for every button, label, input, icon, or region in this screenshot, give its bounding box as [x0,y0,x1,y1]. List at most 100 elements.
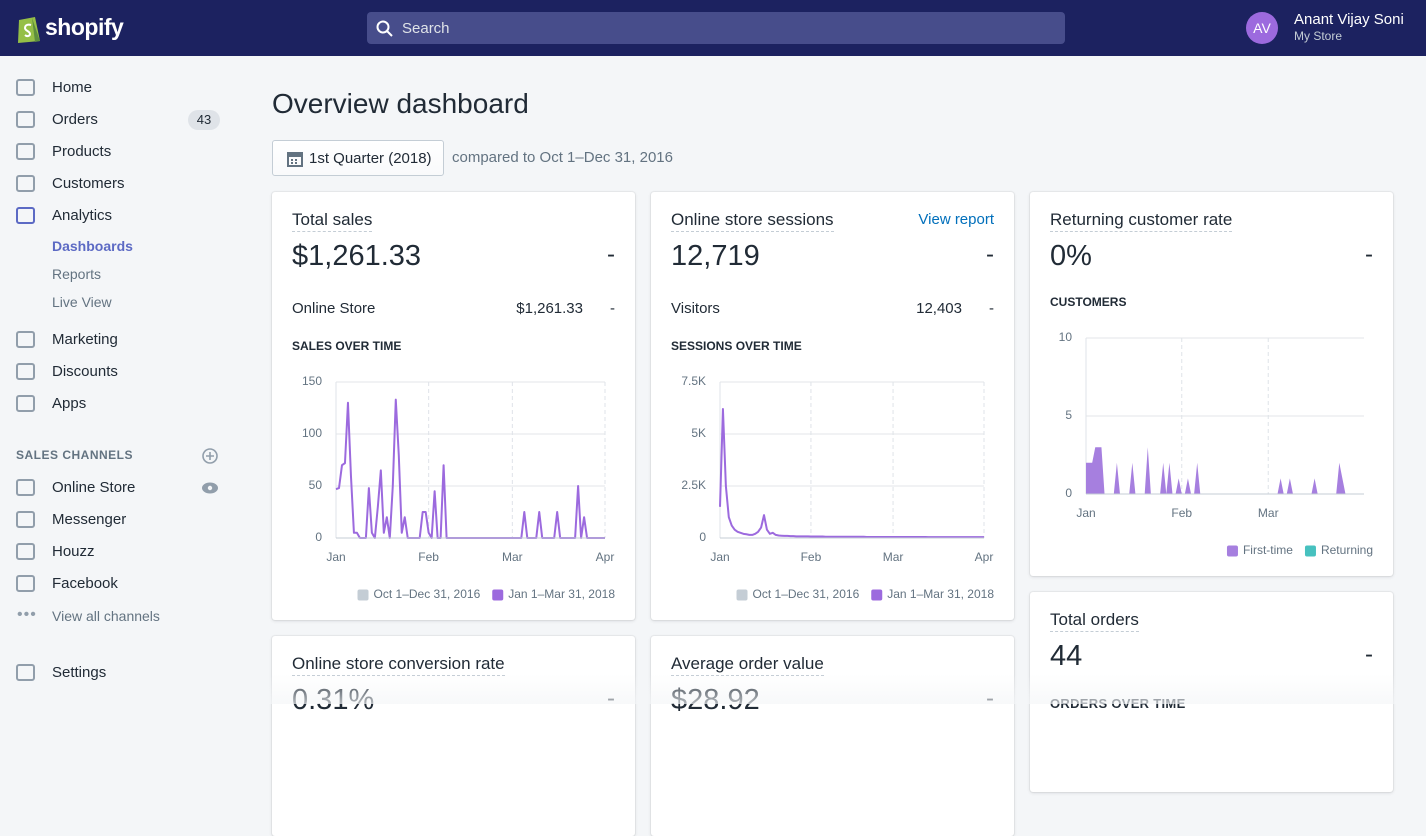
search-box[interactable]: Search [367,12,1065,44]
nav-icon [16,143,35,160]
y-tick-label: 150 [302,374,322,388]
chart: CUSTOMERS 0 5 10 Jan Feb Mar Returning First-tim… [1050,295,1373,557]
page-title: Overview dashboard [272,88,529,119]
legend-swatch [1226,545,1238,557]
x-tick-label: Feb [1171,506,1192,520]
row-value: $1,261.33 [516,300,583,317]
card: Total sales $1,261.33 - Online Store $1,261.… [272,192,635,620]
nav-item[interactable]: Houzz [52,543,95,560]
eye-pupil [207,485,213,491]
user-name[interactable]: Anant Vijay Soni [1294,11,1404,28]
y-tick-label: 5 [1065,408,1072,422]
icon-shape [16,331,35,348]
bottom-fade [240,674,1426,704]
more-dots: ••• [17,606,37,623]
legend-label: Jan 1–Mar 31, 2018 [887,587,994,601]
chart-title: SESSIONS OVER TIME [671,339,802,353]
card-change: - [1365,241,1373,268]
card-value: 0% [1050,240,1092,272]
nav-item[interactable]: Settings [52,664,107,681]
legend-label: First-time [1243,543,1293,557]
add-plus [206,452,214,460]
nav-item[interactable]: Customers [52,175,125,192]
card-change: - [607,241,615,268]
comparison-text: compared to Oct 1–Dec 31, 2016 [452,149,673,166]
legend-swatch [736,589,748,601]
x-tick-label: Mar [502,550,523,564]
add-circle [202,448,218,464]
nav-icon [16,175,35,192]
icon-shape [16,207,35,224]
nav-item[interactable]: Analytics [52,207,113,224]
nav-item[interactable]: View all channels [52,608,160,624]
nav-icon [16,363,35,380]
card-value: 44 [1050,640,1083,672]
nav-item[interactable]: Products [52,143,112,160]
nav-item[interactable]: Apps [52,395,87,412]
nav-icon [16,207,35,224]
search-icon [376,20,393,37]
x-tick-label: Apr [596,550,615,564]
series-line [719,408,984,539]
search-placeholder: Search [402,20,450,37]
view-store[interactable] [201,481,219,495]
view-report-link[interactable]: View report [918,211,994,228]
card-title: Total orders [1050,609,1139,632]
legend-label: Jan 1–Mar 31, 2018 [508,587,615,601]
card: Online store sessions View report 12,719 - V… [651,192,1014,620]
logo-icon [18,17,40,43]
card-change: - [1365,641,1373,668]
row-label: Visitors [671,300,720,317]
store-name: My Store [1294,29,1343,43]
row-label: Online Store [292,300,376,317]
add-channel[interactable] [201,447,219,465]
chart: SALES OVER TIME 0 50 100 150 Jan Feb Mar Apr Jan … [292,339,615,601]
icon-shape [16,363,35,380]
card: Average order value$28.92- [651,636,1014,836]
legend-label: Returning [1321,543,1373,557]
icon-shape [16,175,35,192]
top-bar: shopify Search AV Anant Vijay Soni My St… [0,0,1426,56]
badge: 43 [188,110,220,130]
nav-item[interactable]: Dashboards [52,238,133,254]
nav-icon [16,479,35,496]
x-tick-label: Feb [801,550,822,564]
card-title: Online store sessions [671,209,834,232]
icon-shape [16,664,35,681]
y-tick-label: 0 [699,530,706,544]
nav-icon [16,79,35,96]
card-title: Total sales [292,209,373,232]
nav-item[interactable]: Marketing [52,331,118,348]
card-title: Returning customer rate [1050,209,1233,232]
x-tick-label: Jan [710,550,729,564]
nav-item[interactable]: Facebook [52,575,118,592]
nav-item[interactable]: Reports [52,266,102,282]
y-tick-label: 50 [309,478,323,492]
x-tick-label: Jan [1076,506,1095,520]
nav-item[interactable]: Online Store [52,479,136,496]
icon-shape [16,79,35,96]
icon-shape [16,575,35,592]
card-value: 12,719 [671,240,760,272]
legend-swatch [871,589,883,601]
nav-item[interactable]: Discounts [52,363,118,380]
nav-icon [16,331,35,348]
date-range: 1st Quarter (2018) [309,150,432,167]
date-picker[interactable]: 1st Quarter (2018) [272,140,444,176]
icon-shape [16,111,35,128]
nav-item[interactable]: Messenger [52,511,127,528]
card-title: Average order value [671,653,824,676]
x-tick-label: Mar [1258,506,1279,520]
nav-item[interactable]: Orders [52,111,98,128]
series-area [1086,447,1364,494]
icon-shape [16,395,35,412]
nav-item[interactable]: Home [52,79,93,96]
icon-shape [16,479,35,496]
avatar[interactable]: AV [1246,12,1278,44]
section-title: SALES CHANNELS [16,448,134,462]
nav-item[interactable]: Live View [52,294,112,310]
x-tick-label: Mar [883,550,904,564]
legend-swatch [492,589,504,601]
y-tick-label: 2.5K [681,478,706,492]
